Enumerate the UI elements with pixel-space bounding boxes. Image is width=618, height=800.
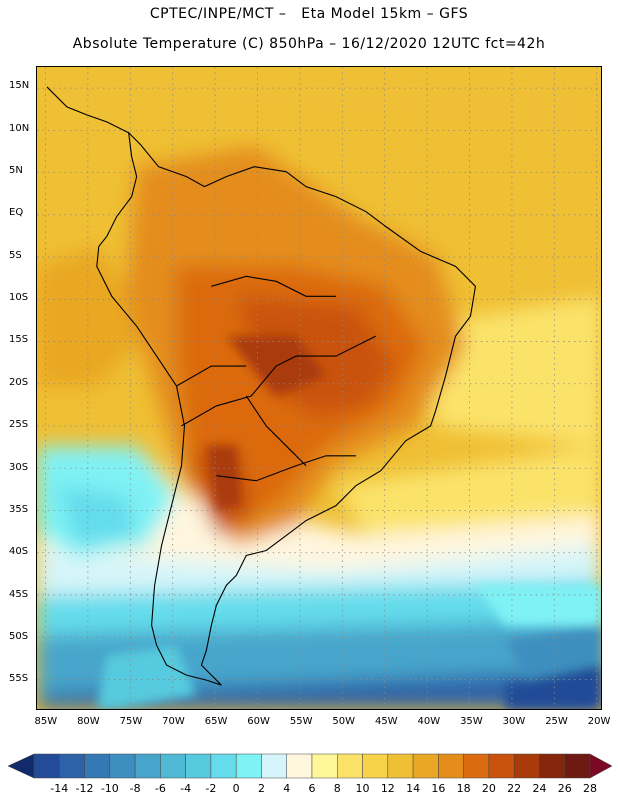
lat-label-5n: 5N bbox=[9, 164, 23, 176]
field-band bbox=[96, 645, 197, 709]
lat-label-eq: EQ bbox=[9, 207, 24, 219]
colorbar-swatch bbox=[210, 753, 237, 779]
lat-label-15n: 15N bbox=[9, 80, 30, 92]
colorbar-swatch bbox=[337, 753, 363, 779]
lon-label-80w: 80W bbox=[77, 716, 100, 727]
colorbar-swatch bbox=[387, 753, 414, 779]
colorbar-label: 20 bbox=[481, 782, 496, 795]
lat-label-45s: 45S bbox=[9, 588, 29, 600]
colorbar-swatch bbox=[160, 753, 186, 779]
colorbar-label: -2 bbox=[205, 782, 217, 795]
colorbar-label: 26 bbox=[557, 782, 572, 795]
colorbar-swatch bbox=[59, 753, 85, 779]
colorbar-swatch bbox=[539, 753, 565, 779]
gridlines bbox=[37, 67, 601, 709]
colorbar-label: 4 bbox=[283, 782, 291, 795]
colorbar-swatch bbox=[311, 753, 338, 779]
lon-label-55w: 55W bbox=[289, 716, 313, 727]
lat-label-55s: 55S bbox=[9, 673, 29, 685]
colorbar-label: 10 bbox=[355, 782, 370, 795]
colorbar-end-right bbox=[589, 753, 613, 779]
colorbar-swatch bbox=[185, 753, 212, 779]
colorbar-swatch bbox=[235, 753, 262, 779]
colorbar-label: 22 bbox=[507, 782, 522, 795]
colorbar-swatch bbox=[362, 753, 389, 779]
colorbar-swatch bbox=[84, 753, 111, 779]
colorbar-label: 6 bbox=[308, 782, 316, 795]
colorbar-swatch bbox=[109, 753, 136, 779]
colorbar bbox=[7, 753, 613, 779]
colorbar-swatch bbox=[438, 753, 464, 779]
field-band bbox=[505, 665, 601, 709]
lon-label-65w: 65W bbox=[204, 716, 228, 727]
colorbar-label: 14 bbox=[406, 782, 421, 795]
lon-label-60w: 60W bbox=[247, 716, 270, 727]
colorbar-label: -8 bbox=[129, 782, 141, 795]
colorbar-label: -14 bbox=[50, 782, 69, 795]
lon-label-30w: 30W bbox=[502, 716, 526, 727]
colorbar-swatch bbox=[488, 753, 515, 779]
colorbar-swatch bbox=[412, 753, 439, 779]
field-band bbox=[37, 445, 601, 571]
colorbar-swatch bbox=[564, 753, 591, 779]
field-band bbox=[56, 485, 137, 546]
colorbar-label: 0 bbox=[232, 782, 240, 795]
lat-label-50s: 50S bbox=[9, 630, 29, 642]
colorbar-end-left bbox=[7, 753, 35, 779]
map-canvas bbox=[37, 67, 601, 709]
lon-label-35w: 35W bbox=[460, 716, 483, 727]
field-band bbox=[37, 67, 601, 147]
lat-label-20s: 20S bbox=[9, 376, 29, 388]
lon-label-20w: 20W bbox=[587, 716, 611, 727]
colorbar-label: 28 bbox=[583, 782, 597, 795]
colorbar-label: -6 bbox=[154, 782, 166, 795]
colorbar-label: -4 bbox=[180, 782, 192, 795]
colorbar-swatch bbox=[134, 753, 161, 779]
field-band bbox=[335, 445, 601, 536]
colorbar-label: 16 bbox=[431, 782, 446, 795]
lat-label-10n: 10N bbox=[9, 122, 30, 134]
lat-label-10s: 10S bbox=[9, 292, 29, 304]
temperature-map bbox=[36, 66, 602, 710]
colorbar-label: 12 bbox=[380, 782, 395, 795]
field-band bbox=[37, 246, 157, 387]
lon-label-50w: 50W bbox=[332, 716, 356, 727]
lat-label-15s: 15S bbox=[9, 334, 29, 346]
colorbar-label: -12 bbox=[75, 782, 94, 795]
lon-label-25w: 25W bbox=[545, 716, 568, 727]
colorbar-label: 18 bbox=[456, 782, 471, 795]
lon-label-45w: 45W bbox=[374, 716, 398, 727]
colorbar-label: 8 bbox=[333, 782, 341, 795]
colorbar-label: -10 bbox=[100, 782, 119, 795]
colorbar-swatch bbox=[286, 753, 313, 779]
colorbar-label: 24 bbox=[532, 782, 547, 795]
lon-label-85w: 85W bbox=[34, 716, 58, 727]
lon-label-75w: 75W bbox=[119, 716, 143, 727]
lat-label-25s: 25S bbox=[9, 419, 29, 431]
lon-label-40w: 40W bbox=[417, 716, 441, 727]
coastline bbox=[46, 86, 477, 686]
lat-label-40s: 40S bbox=[9, 546, 29, 558]
colorbar-label: 2 bbox=[257, 782, 265, 795]
lat-label-35s: 35S bbox=[9, 503, 29, 515]
chart-subtitle: Absolute Temperature (C) 850hPa – 16/12/… bbox=[72, 36, 546, 52]
chart-title: CPTEC/INPE/MCT – Eta Model 15km – GFS bbox=[149, 6, 469, 22]
colorbar-swatch bbox=[513, 753, 540, 779]
colorbar-swatch bbox=[463, 753, 490, 779]
lon-label-70w: 70W bbox=[162, 716, 185, 727]
colorbar-swatch bbox=[261, 753, 287, 779]
colorbar-swatch bbox=[33, 753, 60, 779]
lat-label-30s: 30S bbox=[9, 461, 29, 473]
lat-label-5s: 5S bbox=[9, 249, 22, 261]
